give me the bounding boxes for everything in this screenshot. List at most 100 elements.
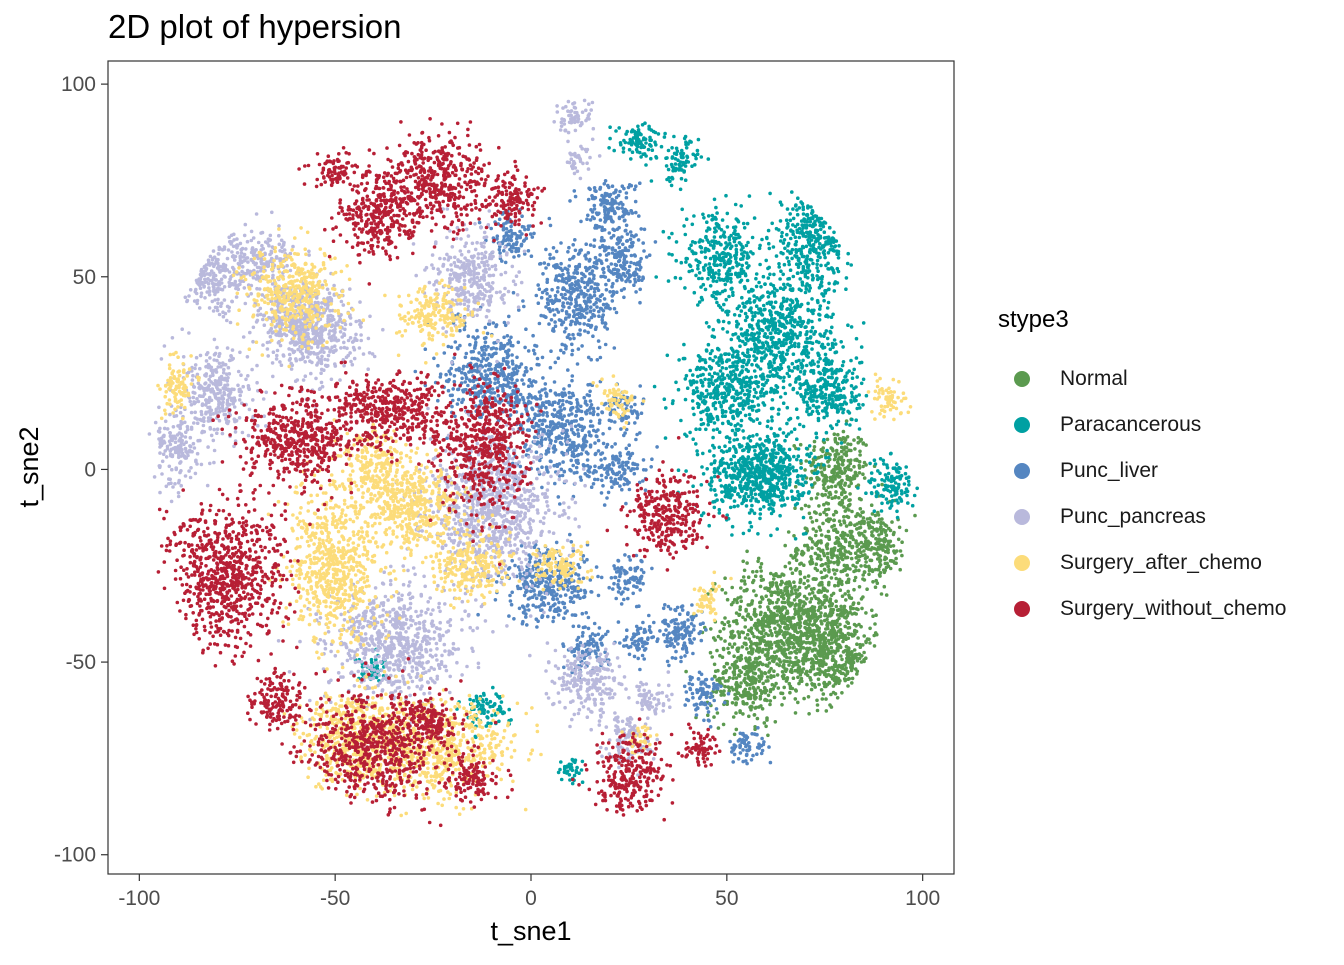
- chart-title: 2D plot of hypersion: [108, 8, 402, 45]
- point: [839, 486, 844, 490]
- point: [775, 310, 780, 315]
- point: [784, 352, 789, 357]
- point: [810, 540, 815, 544]
- point: [864, 656, 868, 660]
- point: [881, 548, 885, 552]
- point: [744, 375, 749, 380]
- point: [734, 319, 739, 324]
- point: [806, 627, 810, 631]
- point: [681, 162, 685, 167]
- point: [715, 372, 720, 376]
- point: [768, 702, 772, 707]
- point: [768, 191, 772, 196]
- point: [861, 573, 865, 577]
- point: [837, 244, 841, 248]
- point: [778, 277, 782, 281]
- point: [649, 179, 654, 183]
- point: [778, 628, 782, 632]
- point: [714, 296, 718, 301]
- point: [826, 375, 831, 380]
- point: [766, 588, 770, 593]
- point: [763, 643, 768, 647]
- point: [793, 506, 797, 511]
- point: [854, 539, 858, 543]
- point: [842, 386, 846, 391]
- point: [806, 640, 811, 645]
- point: [761, 689, 766, 694]
- point: [708, 650, 713, 655]
- point: [680, 207, 684, 212]
- point: [903, 471, 908, 476]
- point: [818, 313, 822, 317]
- point: [854, 624, 858, 628]
- point: [679, 260, 684, 265]
- point: [846, 323, 850, 328]
- point: [804, 213, 809, 217]
- point: [697, 276, 701, 281]
- point: [781, 241, 786, 245]
- point: [801, 212, 806, 216]
- point: [862, 578, 867, 582]
- point: [807, 242, 812, 246]
- point: [879, 493, 884, 498]
- point: [811, 403, 816, 408]
- point: [748, 307, 753, 312]
- point: [793, 484, 798, 489]
- point: [832, 338, 837, 342]
- point: [830, 343, 835, 348]
- point: [819, 470, 824, 475]
- point: [897, 496, 902, 500]
- point: [691, 484, 695, 489]
- point: [760, 319, 764, 323]
- point: [706, 226, 711, 230]
- point: [801, 382, 806, 387]
- point: [730, 524, 735, 529]
- point: [772, 272, 776, 277]
- point: [740, 364, 745, 369]
- point: [770, 318, 774, 323]
- point: [795, 376, 800, 381]
- point: [838, 622, 842, 627]
- point: [706, 422, 710, 427]
- point: [827, 537, 832, 541]
- point: [758, 584, 763, 589]
- point: [782, 600, 787, 605]
- point: [775, 673, 780, 677]
- point: [687, 246, 692, 251]
- point: [743, 273, 748, 278]
- point: [723, 444, 727, 449]
- point: [688, 264, 693, 269]
- point: [864, 491, 868, 496]
- point: [764, 258, 768, 263]
- point: [839, 407, 843, 411]
- point: [840, 633, 845, 638]
- point: [831, 654, 835, 659]
- point: [737, 313, 742, 318]
- point: [739, 309, 744, 313]
- point: [826, 251, 831, 255]
- point: [728, 246, 733, 251]
- point: [770, 418, 774, 423]
- point: [639, 155, 643, 159]
- point: [702, 216, 706, 220]
- point: [735, 437, 739, 442]
- point: [712, 445, 716, 450]
- point: [820, 576, 824, 580]
- point: [861, 643, 865, 647]
- point: [873, 462, 878, 466]
- point: [769, 533, 773, 538]
- point: [710, 479, 714, 484]
- point: [848, 596, 852, 600]
- point: [762, 449, 766, 454]
- point: [743, 687, 748, 692]
- point: [755, 331, 760, 335]
- point: [816, 677, 821, 681]
- point: [643, 137, 648, 141]
- point: [727, 436, 732, 441]
- point: [720, 395, 725, 400]
- point: [764, 318, 768, 323]
- point: [796, 320, 800, 325]
- point: [864, 560, 868, 564]
- point: [784, 434, 789, 439]
- point: [890, 477, 895, 481]
